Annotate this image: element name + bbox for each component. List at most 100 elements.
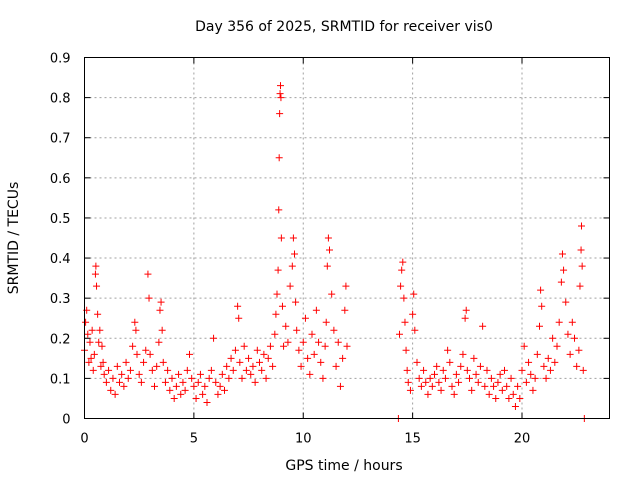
data-point: [238, 374, 246, 382]
data-point: [129, 342, 137, 350]
data-point: [188, 374, 196, 382]
data-point: [94, 310, 102, 318]
data-point: [468, 386, 476, 394]
data-point: [560, 266, 568, 274]
data-points: [81, 82, 588, 422]
data-point: [145, 294, 153, 302]
data-point: [266, 342, 274, 350]
data-point: [409, 310, 417, 318]
y-tick-label: 0.1: [50, 372, 71, 387]
data-point: [431, 370, 438, 378]
data-point: [498, 386, 506, 394]
data-point: [245, 354, 253, 362]
data-point: [343, 342, 351, 350]
data-point: [293, 326, 301, 334]
data-point: [575, 346, 583, 354]
data-point: [97, 362, 105, 370]
data-point: [538, 302, 546, 310]
data-point: [124, 374, 132, 382]
data-point: [501, 366, 508, 374]
data-point: [183, 366, 191, 374]
data-point: [291, 250, 298, 258]
x-tick-label: 20: [514, 432, 531, 447]
data-point: [280, 342, 288, 350]
data-point: [151, 382, 158, 390]
data-point: [223, 362, 231, 370]
data-point: [274, 266, 282, 274]
data-point: [439, 366, 447, 374]
data-point: [288, 262, 296, 270]
data-point: [410, 290, 418, 298]
data-point: [551, 358, 559, 366]
data-point: [225, 374, 233, 382]
data-point: [229, 366, 237, 374]
data-point: [544, 354, 552, 362]
data-point: [555, 318, 563, 326]
data-point: [172, 382, 180, 390]
data-point: [240, 342, 248, 350]
data-point: [571, 334, 578, 342]
data-point: [286, 282, 294, 290]
data-point: [96, 326, 104, 334]
data-point: [277, 234, 285, 242]
data-point: [339, 354, 347, 362]
data-point: [102, 378, 110, 386]
data-point: [118, 370, 126, 378]
data-point: [260, 350, 268, 358]
data-point: [89, 366, 97, 374]
data-point: [420, 366, 428, 374]
data-point: [99, 358, 107, 366]
data-point: [579, 366, 587, 374]
data-point: [323, 262, 331, 270]
data-point: [87, 354, 95, 362]
data-point: [546, 366, 554, 374]
data-point: [289, 234, 297, 242]
data-point: [422, 378, 430, 386]
data-point: [170, 394, 178, 402]
data-point: [402, 346, 410, 354]
data-point: [142, 346, 150, 354]
data-point: [304, 354, 312, 362]
data-point: [158, 326, 166, 334]
data-point: [520, 342, 528, 350]
data-point: [273, 290, 281, 298]
data-point: [221, 386, 228, 394]
data-point: [481, 382, 489, 390]
data-point: [342, 282, 350, 290]
data-point: [576, 282, 584, 290]
data-point: [505, 394, 513, 402]
data-point: [84, 330, 92, 338]
data-point: [107, 386, 115, 394]
data-point: [406, 386, 414, 394]
data-point: [236, 358, 244, 366]
data-point: [336, 382, 344, 390]
data-point: [93, 282, 101, 290]
y-tick-label: 0.3: [50, 292, 71, 307]
data-point: [192, 394, 200, 402]
data-point: [159, 358, 167, 366]
data-point: [144, 270, 152, 278]
data-point: [181, 386, 189, 394]
y-tick-label: 0.9: [50, 52, 71, 67]
data-point: [426, 374, 434, 382]
data-point: [135, 370, 143, 378]
y-tick-label: 0.8: [50, 92, 71, 107]
x-tick-label: 5: [190, 432, 198, 447]
data-point: [433, 362, 441, 370]
axis-ticks: 0 0.1 0.2 0.3 0.4 0.5 0.6 0.7 0.8 0.9 0 5 10 15 20: [50, 52, 610, 447]
data-point: [203, 398, 211, 406]
data-point: [444, 346, 452, 354]
data-point: [533, 350, 541, 358]
data-point: [122, 358, 130, 366]
data-point: [527, 370, 535, 378]
data-point: [401, 318, 409, 326]
data-point: [155, 338, 163, 346]
data-point: [578, 262, 586, 270]
data-point: [249, 362, 257, 370]
data-point: [470, 354, 478, 362]
data-point: [116, 378, 123, 386]
data-point: [210, 334, 218, 342]
data-point: [242, 366, 250, 374]
